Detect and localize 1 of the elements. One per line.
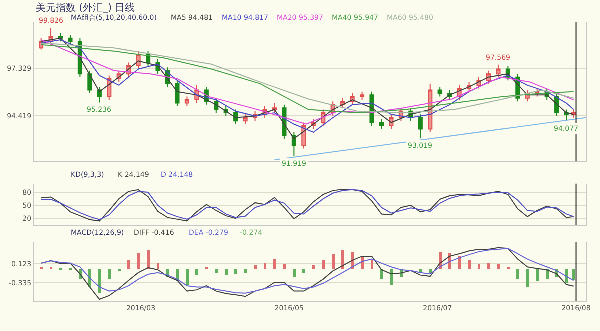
chart-title: 美元指数 (外汇_) 日线 (36, 2, 136, 14)
